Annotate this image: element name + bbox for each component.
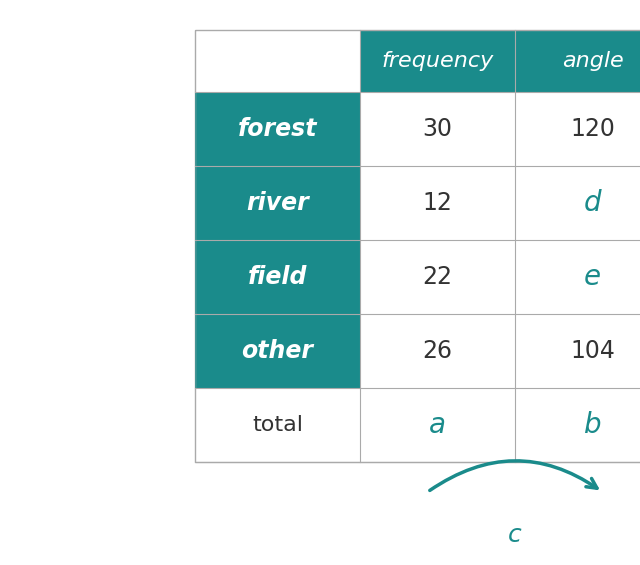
- Text: field: field: [248, 265, 307, 289]
- Bar: [360, 314, 515, 388]
- Bar: [515, 240, 640, 314]
- Text: frequency: frequency: [381, 51, 493, 71]
- Bar: [195, 314, 360, 388]
- Bar: [360, 92, 515, 166]
- Text: forest: forest: [237, 117, 317, 141]
- Bar: [360, 30, 515, 92]
- Bar: [195, 240, 360, 314]
- Bar: [195, 388, 360, 462]
- Bar: [360, 166, 515, 240]
- Text: c: c: [508, 523, 522, 547]
- Bar: [360, 388, 515, 462]
- Bar: [195, 30, 640, 462]
- Text: other: other: [241, 339, 314, 363]
- Bar: [515, 30, 640, 92]
- Bar: [195, 30, 360, 92]
- Text: 22: 22: [422, 265, 452, 289]
- Bar: [360, 240, 515, 314]
- Bar: [195, 166, 360, 240]
- Text: a: a: [429, 411, 446, 439]
- Text: angle: angle: [562, 51, 623, 71]
- Bar: [195, 240, 360, 314]
- Text: 104: 104: [570, 339, 615, 363]
- Text: e: e: [584, 263, 601, 291]
- Text: 120: 120: [570, 117, 615, 141]
- Bar: [515, 314, 640, 388]
- Bar: [515, 388, 640, 462]
- Bar: [515, 166, 640, 240]
- Text: river: river: [246, 191, 309, 215]
- Text: total: total: [252, 415, 303, 435]
- Bar: [195, 92, 360, 166]
- Text: 26: 26: [422, 339, 452, 363]
- Bar: [515, 92, 640, 166]
- Text: d: d: [584, 189, 602, 217]
- Text: b: b: [584, 411, 602, 439]
- Bar: [195, 314, 360, 388]
- Text: 12: 12: [422, 191, 452, 215]
- Bar: [195, 166, 360, 240]
- Bar: [195, 92, 360, 166]
- Text: 30: 30: [422, 117, 452, 141]
